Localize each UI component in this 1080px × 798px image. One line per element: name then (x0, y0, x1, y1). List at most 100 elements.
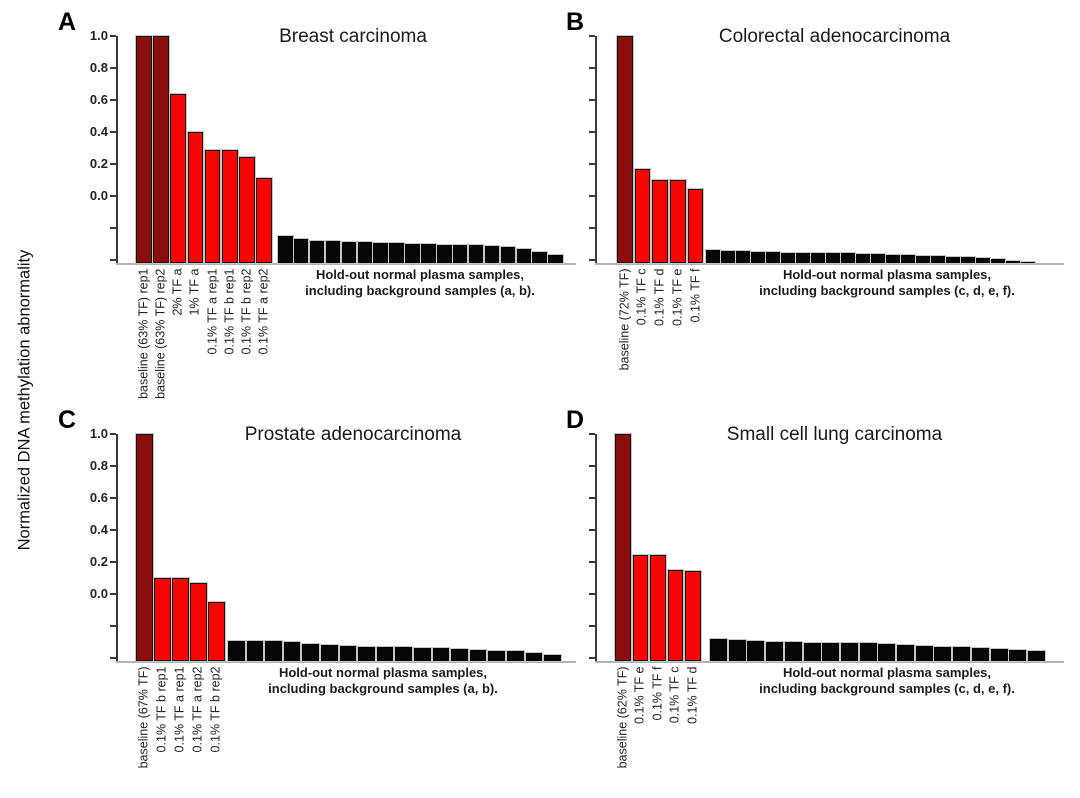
bar-dilution (170, 93, 186, 263)
bar-normal (728, 640, 746, 661)
bar-normal (803, 642, 821, 661)
annotation-d: Hold-out normal plasma samples, includin… (727, 665, 1047, 698)
bar-normal (373, 243, 388, 263)
x-axis-line (116, 661, 576, 663)
bar-normal (525, 653, 543, 661)
bar-normal (339, 645, 357, 661)
bar-normal (840, 643, 858, 661)
annotation-a-line1: Hold-out normal plasma samples, (315, 267, 525, 282)
panel-title-colorectal: Colorectal adenocarcinoma (718, 26, 951, 47)
y-axis-tick (110, 130, 116, 133)
y-axis-tick (589, 528, 595, 531)
bar-normal (302, 644, 319, 661)
bar-normal (246, 641, 264, 661)
bar-normal (516, 248, 531, 263)
y-tick-label: 0.6 (89, 91, 108, 107)
y-axis-tick (589, 35, 595, 37)
y-axis-tick (589, 226, 595, 229)
bar-dilution (190, 582, 207, 661)
annotation-d-line2: including background samples (c, d, e, f… (759, 681, 1015, 697)
bar-baseline (136, 36, 152, 263)
x-axis-line (595, 661, 1064, 663)
bar-dilution (187, 131, 204, 263)
bar-normal (500, 247, 516, 263)
y-axis-line (595, 36, 597, 263)
y-axis-line (116, 434, 118, 661)
panel-letter-b: B (566, 8, 585, 36)
y-axis-tick (589, 162, 595, 165)
bar-baseline (136, 434, 153, 661)
y-tick-label: 0.8 (89, 457, 108, 473)
x-tick-label: baseline (63% TF) rep2 (153, 268, 168, 399)
bar-normal (283, 641, 301, 661)
bar-dilution (256, 178, 272, 263)
x-tick-label: 0.1% TF b rep2 (208, 666, 223, 752)
bar-normal (856, 254, 870, 263)
bar-normal (469, 649, 487, 661)
bar-normal (309, 241, 325, 263)
bar-dilution (239, 157, 255, 263)
bar-normal (886, 255, 900, 263)
bar-normal (841, 253, 855, 263)
bar-normal (822, 642, 840, 661)
x-tick-label: baseline (72% TF) (617, 268, 632, 370)
panel-title-lung: Small cell lung carcinoma (726, 424, 943, 445)
x-tick-label: 0.1% TF a rep2 (190, 666, 205, 752)
bar-normal (953, 647, 971, 661)
annotation-c-line1: Hold-out normal plasma samples, (278, 665, 488, 680)
x-tick-label: 0.1% TF b rep1 (154, 666, 169, 752)
annotation-b-line1: Hold-out normal plasma samples, (782, 267, 992, 282)
bar-normal (357, 242, 372, 263)
y-axis-line (116, 36, 118, 263)
x-tick-label: 0.1% TF b rep1 (222, 268, 237, 354)
bar-dilution (670, 179, 686, 263)
y-tick-label: 0.0 (89, 585, 108, 601)
x-tick-label: 0.1% TF c (667, 666, 682, 723)
annotation-c-line2: including background samples (a, b). (268, 681, 498, 697)
y-axis-tick (589, 560, 595, 563)
panel-title-prostate: Prostate adenocarcinoma (244, 424, 462, 445)
y-axis-tick (589, 592, 595, 595)
bar-normal (432, 648, 450, 661)
bar-normal (766, 251, 780, 263)
bar-dilution (208, 601, 225, 661)
bar-normal (916, 255, 930, 263)
bar-normal (766, 641, 784, 661)
y-axis-tick (110, 258, 116, 261)
bar-normal (826, 253, 840, 263)
bar-baseline (617, 36, 633, 263)
y-axis-tick (589, 433, 595, 435)
x-tick-label: 0.1% TF e (632, 666, 647, 724)
bar-normal (228, 641, 245, 661)
y-axis-tick (110, 464, 116, 467)
bar-dilution (685, 571, 701, 661)
y-axis-tick (110, 66, 116, 69)
y-axis-tick (589, 624, 595, 627)
bar-dilution (632, 555, 648, 661)
y-axis-tick (589, 98, 595, 101)
y-axis-tick (589, 194, 595, 197)
y-tick-label: 0.2 (89, 155, 108, 171)
annotation-a: Hold-out normal plasma samples, includin… (265, 267, 575, 300)
y-axis-tick (589, 496, 595, 499)
bar-normal (781, 252, 795, 263)
bar-normal (532, 251, 547, 263)
annotation-b-line2: including background samples (c, d, e, f… (759, 283, 1015, 299)
bar-normal (451, 649, 468, 661)
y-tick-label: 1.0 (89, 426, 108, 441)
x-tick-label: 0.1% TF b rep2 (239, 268, 254, 354)
y-axis-tick (110, 528, 116, 531)
y-axis-tick (110, 592, 116, 595)
bar-normal (468, 245, 484, 263)
panel-letter-c: C (58, 406, 77, 434)
y-axis-title: Normalized DNA methylation abnormality (15, 249, 34, 551)
x-tick-label: 0.1% TF d (652, 268, 667, 326)
x-tick-label: 1% TF a (187, 268, 202, 316)
bar-normal (961, 257, 975, 263)
x-axis-line (116, 263, 576, 265)
bar-normal (1027, 651, 1045, 661)
bar-normal (915, 645, 933, 661)
bar-normal (878, 644, 896, 661)
bar-baseline (153, 36, 169, 263)
bar-normal (544, 655, 561, 661)
